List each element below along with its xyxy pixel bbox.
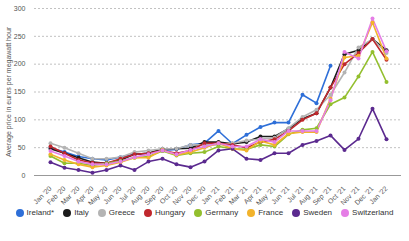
svg-text:0: 0 bbox=[22, 172, 26, 179]
html-text:Sweden: Sweden bbox=[303, 208, 332, 217]
svg-text:200: 200 bbox=[14, 60, 26, 67]
svg-text:300: 300 bbox=[14, 5, 26, 12]
svg-text:Jul '20: Jul '20 bbox=[117, 184, 137, 204]
html-text:Switzerland: Switzerland bbox=[352, 208, 394, 217]
html-text:Germany: Germany bbox=[205, 208, 239, 217]
svg-text:150: 150 bbox=[14, 88, 26, 95]
svg-text:Average price in euros per meg: Average price in euros per megawatt hour bbox=[5, 26, 13, 157]
svg-text:100: 100 bbox=[14, 116, 26, 123]
svg-text:Jan '22: Jan '22 bbox=[368, 185, 389, 205]
html-text:Ireland*: Ireland* bbox=[26, 208, 55, 217]
html-text:Greece: Greece bbox=[108, 208, 136, 217]
svg-text:Jul '21: Jul '21 bbox=[285, 184, 305, 204]
html-text:France: France bbox=[258, 208, 284, 217]
svg-text:50: 50 bbox=[18, 144, 26, 151]
html-text:Hungary: Hungary bbox=[155, 208, 186, 217]
svg-text:250: 250 bbox=[14, 33, 26, 40]
html-text:Italy: Italy bbox=[74, 208, 89, 217]
